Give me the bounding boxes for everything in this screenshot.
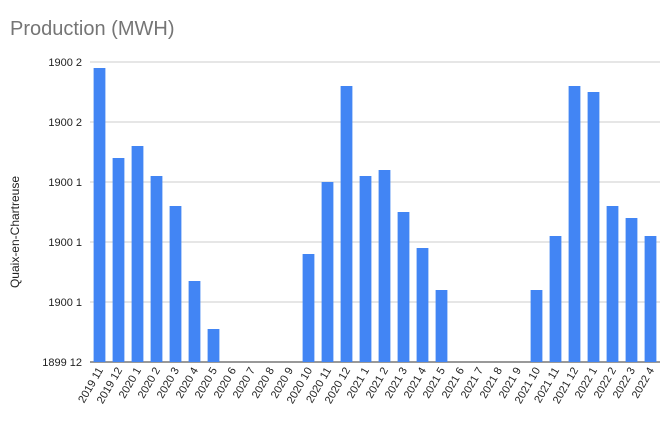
y-axis-tick-labels: 1899 12 1900 1 1900 1 1900 1 1900 2 1900 2 bbox=[42, 57, 82, 369]
y-tick-label: 1900 2 bbox=[48, 57, 82, 69]
y-tick-label: 1900 1 bbox=[48, 177, 82, 189]
bar bbox=[150, 176, 163, 362]
bar bbox=[131, 146, 144, 362]
y-tick-label: 1899 12 bbox=[42, 357, 82, 369]
bar bbox=[568, 86, 581, 362]
bar bbox=[644, 236, 657, 362]
bar bbox=[93, 68, 106, 362]
bar bbox=[169, 206, 182, 362]
bar bbox=[359, 176, 372, 362]
bar bbox=[340, 86, 353, 362]
bar bbox=[606, 206, 619, 362]
y-axis-title: Quaix-en-Chartreuse bbox=[8, 176, 22, 288]
bar bbox=[378, 170, 391, 362]
y-tick-label: 1900 1 bbox=[48, 297, 82, 309]
y-tick-label: 1900 1 bbox=[48, 237, 82, 249]
bars bbox=[93, 68, 657, 362]
bar bbox=[435, 290, 448, 362]
gridlines bbox=[90, 61, 660, 363]
bar bbox=[625, 218, 638, 362]
bar bbox=[530, 290, 543, 362]
bar bbox=[321, 182, 334, 362]
bar bbox=[302, 254, 315, 362]
bar bbox=[207, 329, 220, 362]
bar bbox=[549, 236, 562, 362]
bar bbox=[587, 92, 600, 362]
bar bbox=[416, 248, 429, 362]
chart-title: Production (MWH) bbox=[10, 18, 175, 40]
y-tick-label: 1900 2 bbox=[48, 117, 82, 129]
bar bbox=[397, 212, 410, 362]
bar bbox=[112, 158, 125, 362]
bar bbox=[188, 281, 201, 362]
